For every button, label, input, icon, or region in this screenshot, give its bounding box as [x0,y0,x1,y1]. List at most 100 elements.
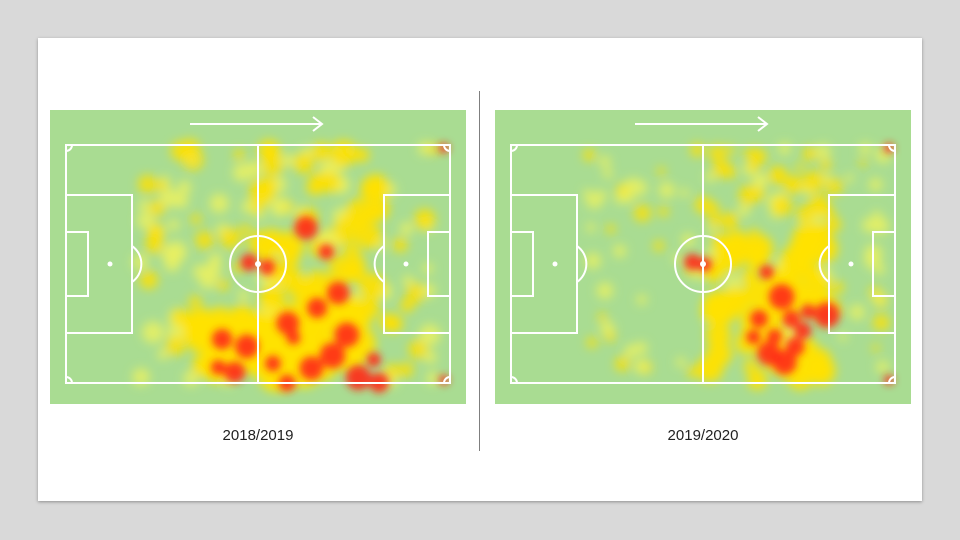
corner-arc [510,144,518,152]
heat-blob [597,312,607,322]
season-caption-right: 2019/2020 [667,427,739,444]
heat-blob [318,244,334,260]
corner-arc [888,144,896,152]
heat-blob [307,297,328,318]
centre-spot [255,261,261,267]
heat-blob [707,294,739,326]
season-caption-left: 2018/2019 [222,427,294,444]
heat-blob [737,203,751,217]
heat-blob [794,322,812,339]
heat-blob [400,298,415,313]
heat-blob [428,143,440,155]
heat-blob [633,358,649,374]
heat-blob [795,163,804,172]
heat-blob [340,260,358,278]
corner-arc [65,144,73,152]
heat-blob [159,187,179,208]
heat-blob [849,304,865,321]
heat-blob [356,223,382,249]
heat-blob [767,328,782,344]
corner-arc [510,376,518,384]
heat-blob [743,279,774,310]
heat-blob [844,173,854,183]
left-penalty-arc [131,245,143,283]
heat-blob [583,148,596,162]
heat-blob [605,224,616,234]
heat-blob [359,272,386,300]
heat-blob [720,212,738,231]
heat-blob [161,244,181,264]
heat-blob [170,141,190,161]
heat-blob [584,252,602,269]
left-goal-area [510,231,534,297]
heatmap-pitch-2018-2019 [50,110,466,404]
heat-blob [188,295,202,309]
heat-blob [621,190,635,204]
heat-blob [825,178,843,196]
heat-blob [354,147,370,163]
heat-blob [820,159,832,171]
heatmap-canvas [495,110,911,404]
heat-blob [782,310,801,328]
heat-blob [142,321,164,344]
heat-blob [772,350,797,375]
heat-blob [750,156,761,167]
heat-blob [747,243,770,267]
heat-blob [299,356,324,380]
heat-blob [406,283,426,303]
heat-blob [398,362,414,378]
heat-blob [279,267,304,292]
heat-blob [802,271,830,300]
heat-blob [240,224,251,236]
centre-circle [674,235,732,293]
heat-blob [704,171,716,183]
heat-blob [636,294,648,306]
heat-blob [738,184,759,206]
heat-blob [132,368,150,386]
heat-blob [802,146,817,161]
heat-blob [876,360,890,374]
heat-blob [707,224,717,234]
heat-blob [872,292,886,305]
heat-blob [726,230,747,251]
heat-blob [232,163,252,182]
heat-blob [625,349,635,359]
heat-blob [381,313,400,332]
right-penalty-spot [403,261,409,267]
heat-blob [345,365,371,391]
heat-blob [747,370,768,390]
heat-blob [392,237,408,253]
heat-blob [753,172,765,185]
heat-blob [269,197,290,217]
heat-blob [330,140,357,167]
right-goal-area [427,231,451,297]
heat-layer-high [684,143,894,385]
heat-blob [276,311,300,335]
heat-blob [586,337,598,348]
heat-blob [768,284,795,310]
attack-direction-arrow-icon [190,116,324,132]
heat-blob [149,200,165,217]
heat-blob [690,143,705,157]
heat-blob [627,177,639,189]
heat-blob [138,199,150,212]
heat-blob [217,279,229,291]
heat-blob [233,149,245,160]
right-penalty-arc [373,245,385,283]
heat-blob [796,204,815,223]
heat-blob [712,159,732,178]
left-goal-area [65,231,89,297]
heat-blob [155,180,167,192]
heat-blob [294,216,318,240]
heat-blob [684,253,701,271]
heat-blob [696,355,724,383]
heat-blob [362,295,378,311]
heat-blob [293,153,314,174]
heat-blob [741,268,759,286]
heat-blob [806,356,836,386]
heat-blob [705,247,717,260]
panel-divider [479,91,480,451]
heat-blob [872,220,881,230]
heat-blob [137,211,155,230]
corner-arc [443,376,451,384]
